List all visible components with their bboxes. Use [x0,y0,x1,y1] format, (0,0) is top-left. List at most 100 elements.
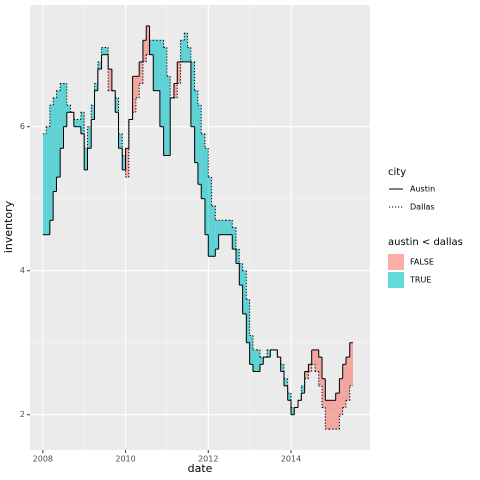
ribbon-segment [91,105,95,120]
ribbon-segment [166,76,171,156]
ribbon-segment [135,76,140,98]
ribbon-segment [228,220,233,235]
panel [30,5,370,450]
ribbon-segment [46,126,50,235]
ribbon-segment [122,155,126,170]
ribbon-segment [53,97,57,192]
ribbon-segment [287,393,291,401]
ribbon-segment [318,357,323,386]
ribbon-segment [211,205,216,257]
ribbon-segment [308,364,312,372]
ribbon-segment [204,148,209,235]
ribbon-segment [142,40,147,62]
legend-label: TRUE [409,276,431,285]
ribbon-segment [249,335,253,365]
ribbon-segment [335,393,340,430]
x-axis-title: date [188,462,213,475]
ribbon-segment [225,220,229,235]
ribbon-segment [201,133,205,199]
ribbon-segment [146,25,150,55]
ribbon-segment [115,97,119,113]
ribbon-segment [332,400,336,430]
ribbon-segment [283,378,288,386]
ribbon-segment [221,220,226,235]
x-tick-label: 2012 [198,455,218,464]
ribbon-segment [153,40,157,91]
ribbon-segment [101,47,105,55]
ribbon-segment [184,33,188,62]
legend-title: austin < dallas [388,237,463,248]
ribbon-segment [304,371,309,379]
ribbon-segment [259,357,264,365]
ribbon-segment [218,220,222,235]
ribbon-segment [322,378,326,408]
legend-label: Dallas [410,203,435,212]
ribbon-segment [325,400,330,430]
ribbon-segment [194,90,198,163]
legend-label: FALSE [410,258,434,267]
ribbon-segment [163,47,167,156]
ribbon-segment [104,47,109,55]
ribbon-segment [94,83,98,91]
y-tick-label: 4 [20,266,25,275]
ribbon-segment [60,83,64,149]
ribbon-segment [118,133,123,149]
ribbon [42,25,354,430]
ribbon-segment [267,349,271,358]
ribbon-segment [66,105,71,113]
ribbon-segment [256,349,260,372]
ribbon-segment [159,40,164,127]
legend-key [388,272,404,288]
ribbon-segment [187,47,191,62]
ribbon-segment [301,385,305,394]
ribbon-segment [173,83,178,98]
legend-title: city [388,167,406,178]
ribbon-segment [197,105,202,185]
ribbon-segment [329,400,333,430]
ribbon-segment [232,227,236,250]
y-axis-title: inventory [2,200,15,253]
ribbon-segment [84,148,88,170]
ribbon-segment [252,349,257,372]
ribbon-segment [177,61,181,84]
ribbon-segment [208,177,212,257]
ribbon-segment [242,270,247,314]
ribbon-segment [149,40,154,55]
ribbon-segment [42,133,47,235]
ribbon-segment [87,126,92,149]
ribbon-segment [215,220,219,250]
ribbon-segment [235,249,240,264]
ribbon-segment [246,299,250,343]
legend: city austin < dallas Austin Dallas FALSE TR… [388,167,463,288]
ribbon-segment [156,40,160,91]
ribbon-segment [56,90,61,178]
grid [30,5,370,450]
legend-label: Austin [410,185,435,194]
ribbon-segment [49,105,54,221]
x-tick-label: 2008 [33,455,53,464]
ribbon-segment [80,112,85,134]
ribbon-segment [180,40,185,62]
ribbon-segment [342,364,347,408]
ribbon-segment [63,83,67,127]
lines [42,25,354,430]
ribbon-segment [349,342,354,386]
ribbon-segment [97,61,102,70]
x-tick-label: 2014 [281,455,301,464]
legend-key [388,254,404,270]
ribbon-segment [125,148,129,178]
ribbon-segment [239,263,243,286]
x-tick-label: 2010 [115,455,135,464]
ribbon-segment [290,407,295,415]
ribbon-segment [314,349,319,372]
axes: 2008 2010 2012 2014 2 4 6 [20,122,301,463]
ribbon-segment [139,61,143,84]
ribbon-segment [339,378,343,415]
ribbon-segment [311,349,315,365]
ribbon-segment [132,76,136,113]
ribbon-segment [346,357,350,401]
ribbon-segment [77,119,81,127]
ribbon-segment [190,61,195,127]
y-tick-label: 2 [20,410,25,419]
